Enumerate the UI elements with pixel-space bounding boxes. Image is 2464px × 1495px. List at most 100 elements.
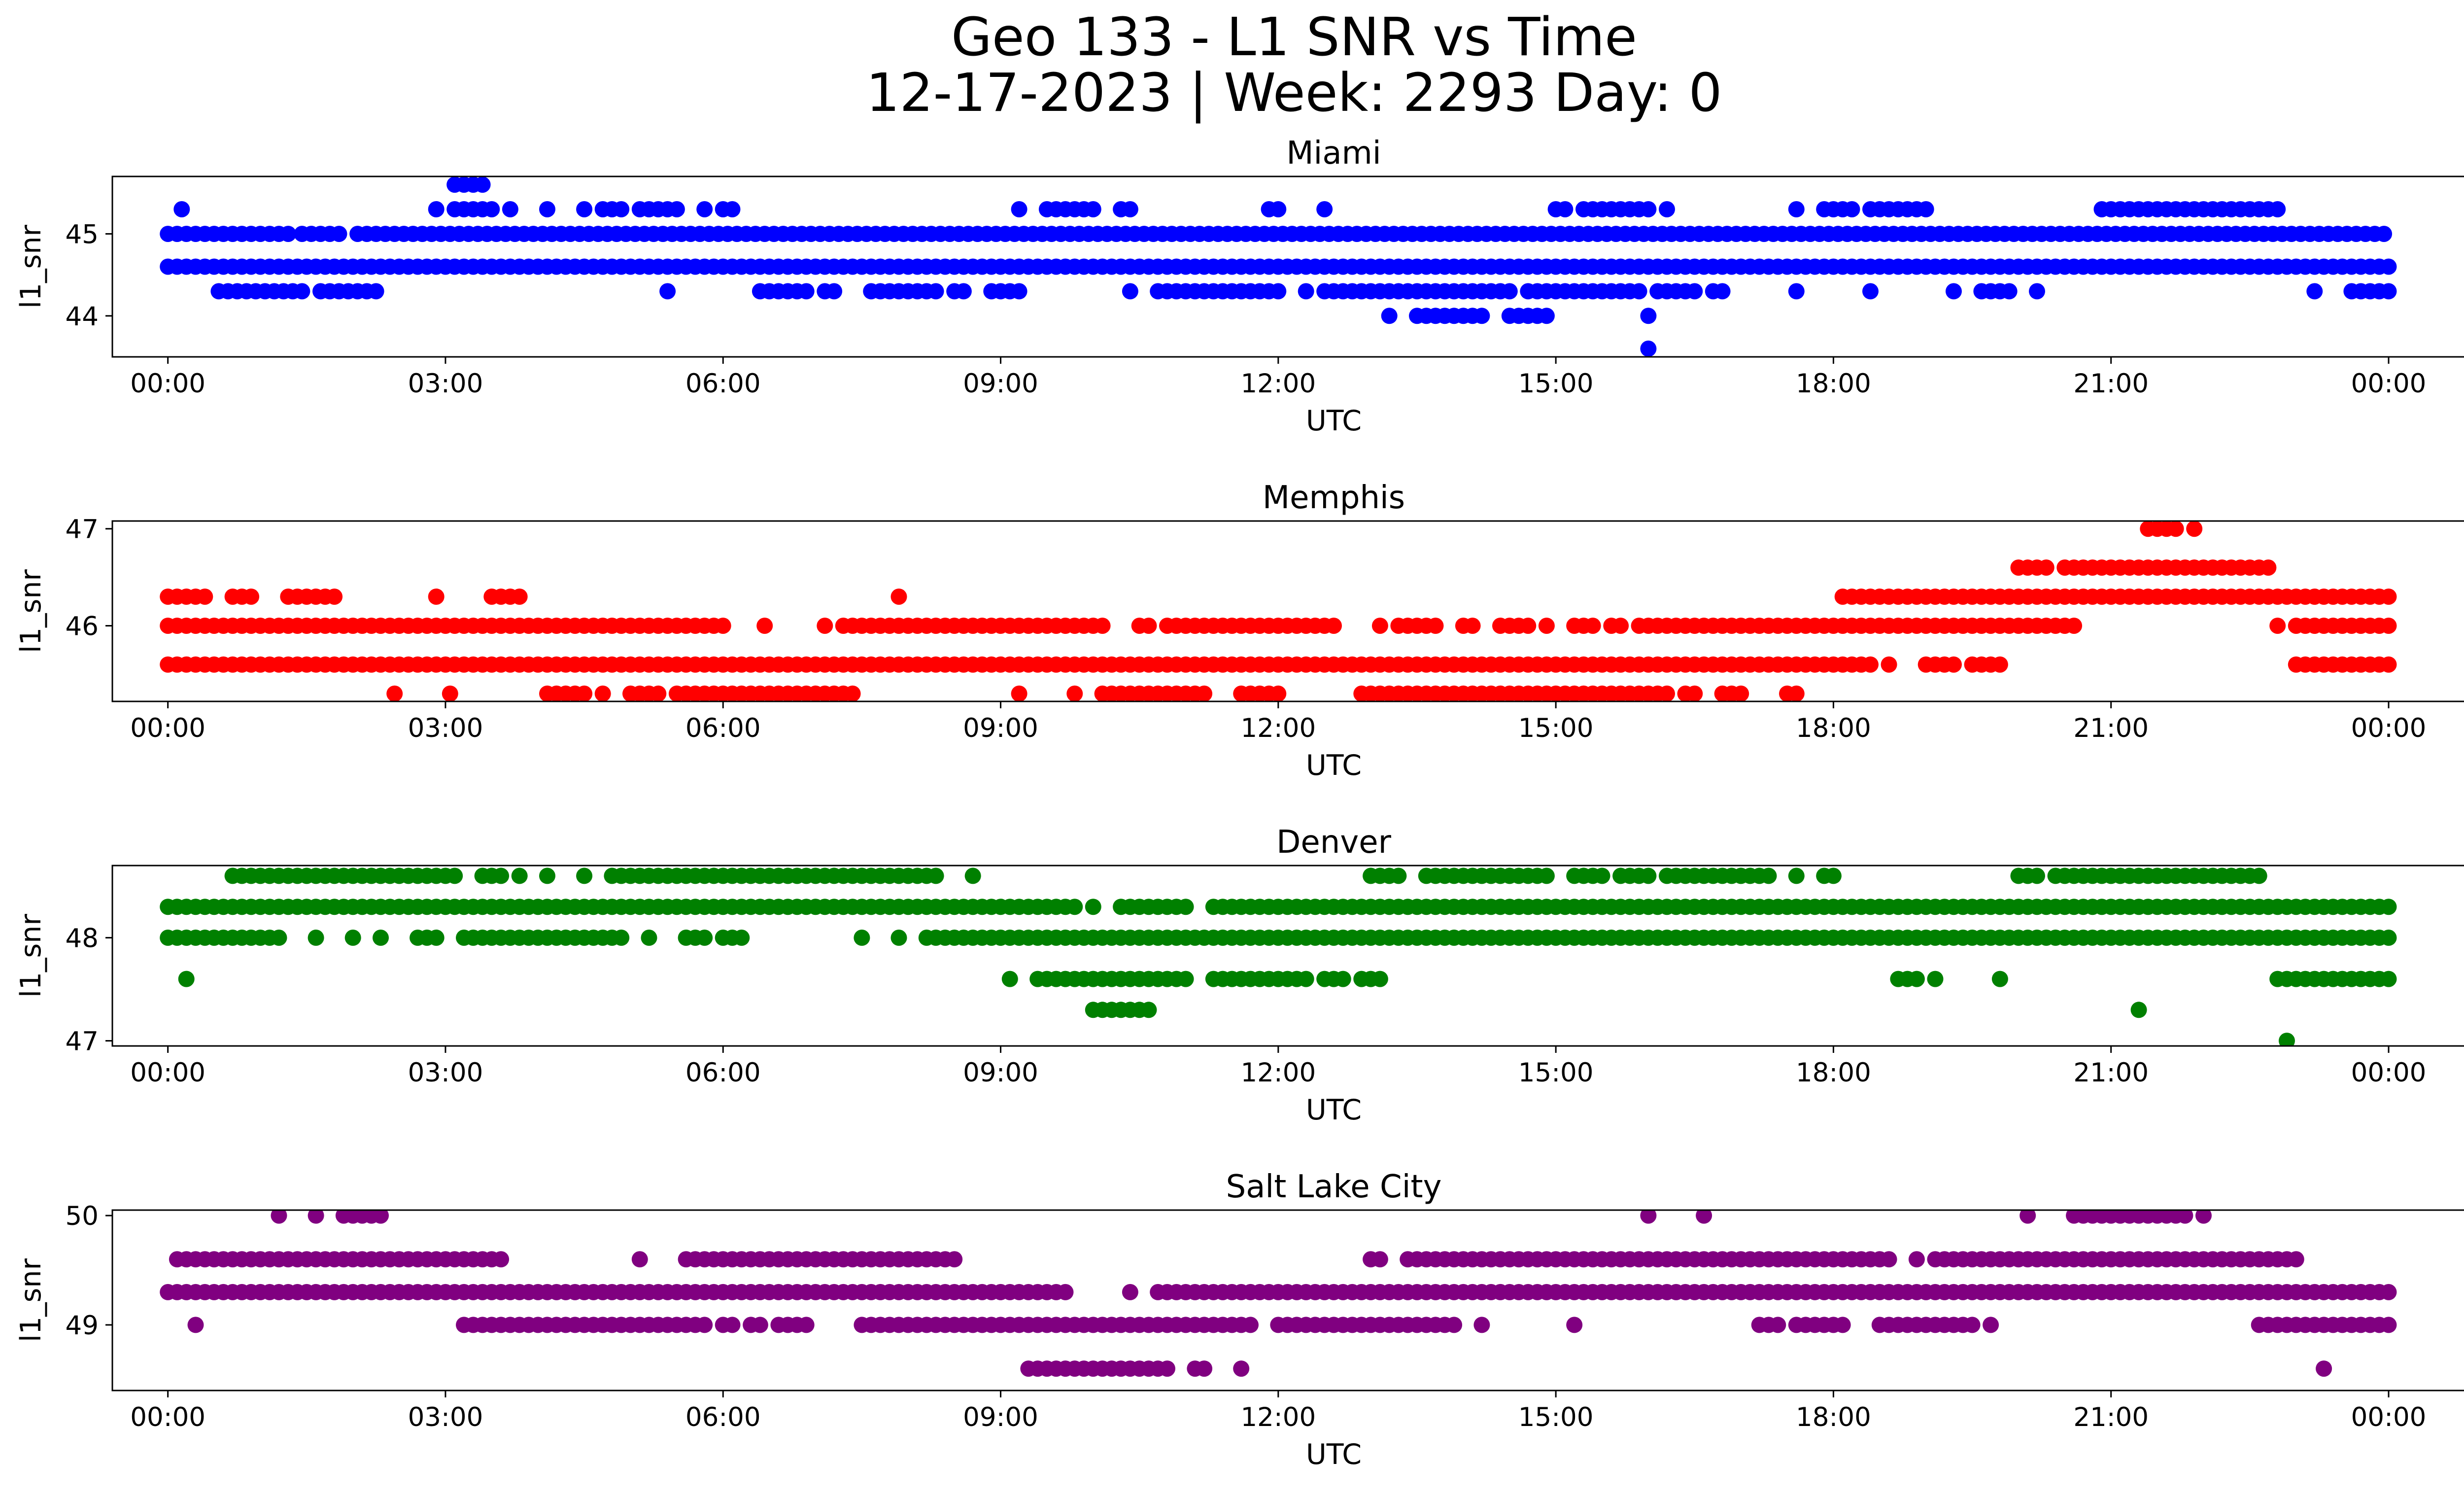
chart-0-xtick-label: 06:00 (685, 369, 761, 399)
chart-3-point-s3 (2019, 1210, 2036, 1224)
chart-1-point-s0 (715, 618, 731, 634)
chart-1-point-s2 (2380, 589, 2397, 605)
chart-3-point-s3 (271, 1210, 287, 1224)
chart-3-title: Salt Lake City (1226, 1169, 1442, 1205)
chart-0-ylabel: l1_snr (15, 225, 47, 309)
chart-0-point-s3 (1659, 201, 1675, 217)
chart-1-point-s0 (1427, 618, 1444, 634)
chart-0-point-s3 (1844, 201, 1860, 217)
chart-2-xtick-label: 06:00 (685, 1058, 761, 1088)
chart-3-point-s4 (2316, 1360, 2332, 1377)
chart-0-point-s3 (1557, 201, 1574, 217)
chart-1-xtick-label: 21:00 (2073, 713, 2149, 743)
chart-2-point-s4 (2130, 1002, 2147, 1018)
chart-0-point-s0 (2376, 226, 2393, 242)
chart-1-ylabel: l1_snr (15, 569, 47, 653)
chart-2-xtick-label: 00:00 (2351, 1058, 2427, 1088)
chart-0-xtick-label: 18:00 (1796, 369, 1871, 399)
chart-3-point-s1 (2288, 1251, 2304, 1268)
chart-1-point-s0 (1140, 618, 1157, 634)
chart-1-point-s0 (1538, 618, 1555, 634)
chart-1-point-s2 (243, 589, 260, 605)
chart-3-xtick-label: 18:00 (1796, 1402, 1871, 1432)
chart-3-point-s2 (2380, 1317, 2397, 1333)
chart-1-point-s0 (1464, 618, 1481, 634)
chart-2-point-s2 (1825, 868, 1842, 884)
chart-3-xtick-label: 00:00 (2351, 1402, 2427, 1432)
chart-2-point-s2 (511, 868, 528, 884)
chart-1-point-s0 (2380, 618, 2397, 634)
chart-0-xtick-label: 12:00 (1240, 369, 1316, 399)
chart-1-point-s2 (326, 589, 343, 605)
figure-title-line2: 12-17-2023 | Week: 2293 Day: 0 (866, 63, 1722, 124)
chart-1-point-s3 (576, 685, 593, 701)
chart-2-point-s3 (1908, 971, 1925, 987)
chart-3-point-s2 (1446, 1317, 1463, 1333)
chart-3-xtick-label: 21:00 (2073, 1402, 2149, 1432)
chart-0-point-s3 (1788, 201, 1805, 217)
chart-0-point-s3 (428, 201, 445, 217)
chart-1-point-s1 (2380, 656, 2397, 673)
chart-2-ytick-label: 47 (66, 1027, 99, 1057)
chart-3-xtick-label: 12:00 (1240, 1402, 1316, 1432)
chart-0-point-s3 (2269, 201, 2286, 217)
chart-0-point-s2 (927, 283, 944, 300)
chart-1-point-s1 (1991, 656, 2008, 673)
chart-3-xtick-label: 00:00 (130, 1402, 205, 1432)
chart-3-point-s3 (373, 1210, 389, 1224)
figure-title-line1: Geo 133 - L1 SNR vs Time (951, 7, 1637, 68)
chart-1-point-s2 (890, 589, 907, 605)
chart-0-point-s2 (798, 283, 815, 300)
chart-3-xtick-label: 03:00 (408, 1402, 483, 1432)
chart-1-point-s0 (817, 618, 833, 634)
chart-0-xtick-label: 09:00 (963, 369, 1038, 399)
chart-3-point-s2 (1964, 1317, 1981, 1333)
chart-0-point-s3 (1316, 201, 1333, 217)
chart-0-point-s3 (1085, 201, 1101, 217)
chart-1-point-s3 (1066, 685, 1083, 701)
chart-0-title: Miami (1286, 135, 1381, 172)
chart-3-point-s2 (1983, 1317, 1999, 1333)
chart-2-point-s4 (1140, 1002, 1157, 1018)
chart-0-point-s3 (1011, 201, 1027, 217)
chart-1-xtick-label: 09:00 (963, 713, 1038, 743)
chart-1-point-s4 (2038, 559, 2054, 576)
chart-3-point-s0 (1057, 1284, 1074, 1300)
chart-0-point-s3 (613, 201, 630, 217)
chart-0-point-s2 (955, 283, 972, 300)
chart-0-point-s2 (1631, 283, 1647, 300)
chart-1-point-s5 (2167, 521, 2184, 537)
chart-2-point-s1 (271, 929, 287, 946)
chart-3-point-s3 (308, 1210, 324, 1224)
chart-3-point-s4 (1159, 1360, 1175, 1377)
chart-1-point-s2 (428, 589, 445, 605)
chart-0-point-s3 (724, 201, 741, 217)
chart-0-xtick-label: 00:00 (130, 369, 205, 399)
chart-0-point-s2 (1298, 283, 1314, 300)
chart-1-panel: Memphis 00:00 03:00 06:00 09:00 12:00 15:00 18:… (15, 480, 2464, 782)
chart-0-xtick-label: 00:00 (2351, 369, 2427, 399)
chart-0-point-s2 (1122, 283, 1138, 300)
chart-3-point-s3 (1696, 1210, 1712, 1224)
chart-1-point-s1 (1946, 656, 1962, 673)
chart-2-point-s1 (641, 929, 657, 946)
chart-0-point-s1 (2380, 258, 2397, 275)
chart-0-point-s3 (483, 201, 500, 217)
chart-2-point-s2 (1640, 868, 1657, 884)
chart-2-point-s1 (733, 929, 750, 946)
chart-2-point-s0 (1177, 899, 1194, 915)
chart-0-point-s3 (696, 201, 713, 217)
chart-0-point-s5 (1473, 308, 1490, 324)
chart-1-point-s3 (1659, 685, 1675, 701)
chart-3-point-s1 (631, 1251, 648, 1268)
chart-0-point-s3 (1122, 201, 1138, 217)
chart-0-point-s2 (659, 283, 676, 300)
chart-3-xtick-label: 09:00 (963, 1402, 1038, 1432)
chart-2-point-s1 (344, 929, 361, 946)
chart-0-point-s2 (2380, 283, 2397, 300)
chart-3-points (160, 1210, 2397, 1377)
chart-2-point-s3 (178, 971, 195, 987)
chart-3-point-s1 (1371, 1251, 1388, 1268)
chart-3-point-s2 (1473, 1317, 1490, 1333)
chart-0-point-s2 (1946, 283, 1962, 300)
